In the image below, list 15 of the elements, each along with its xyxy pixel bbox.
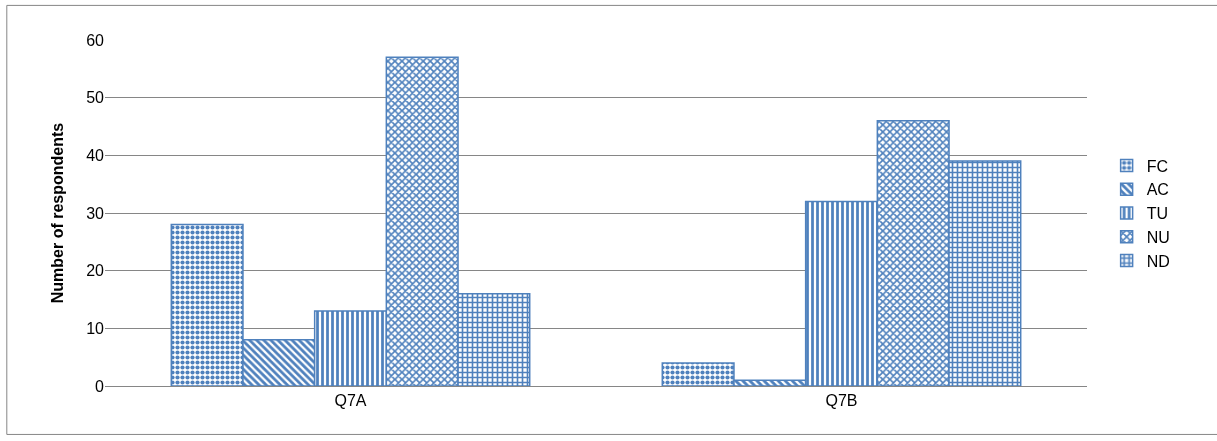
legend-label: NU <box>1146 229 1170 247</box>
y-tick-label: 40 <box>86 146 105 164</box>
y-tick-label: 10 <box>86 319 105 337</box>
legend-label: ND <box>1146 252 1170 270</box>
x-tick-label: Q7A <box>334 392 367 410</box>
y-tick-label: 30 <box>86 204 105 222</box>
legend-label: FC <box>1146 157 1168 175</box>
x-tick-label: Q7B <box>825 392 858 410</box>
legend-label: AC <box>1146 181 1169 199</box>
y-tick-label: 60 <box>86 31 105 49</box>
y-tick-label: 0 <box>95 377 105 395</box>
y-axis-title: Number of respondents <box>49 122 66 304</box>
y-tick-label: 50 <box>86 89 105 107</box>
legend-label: TU <box>1146 205 1168 223</box>
y-tick-label: 20 <box>86 262 105 280</box>
